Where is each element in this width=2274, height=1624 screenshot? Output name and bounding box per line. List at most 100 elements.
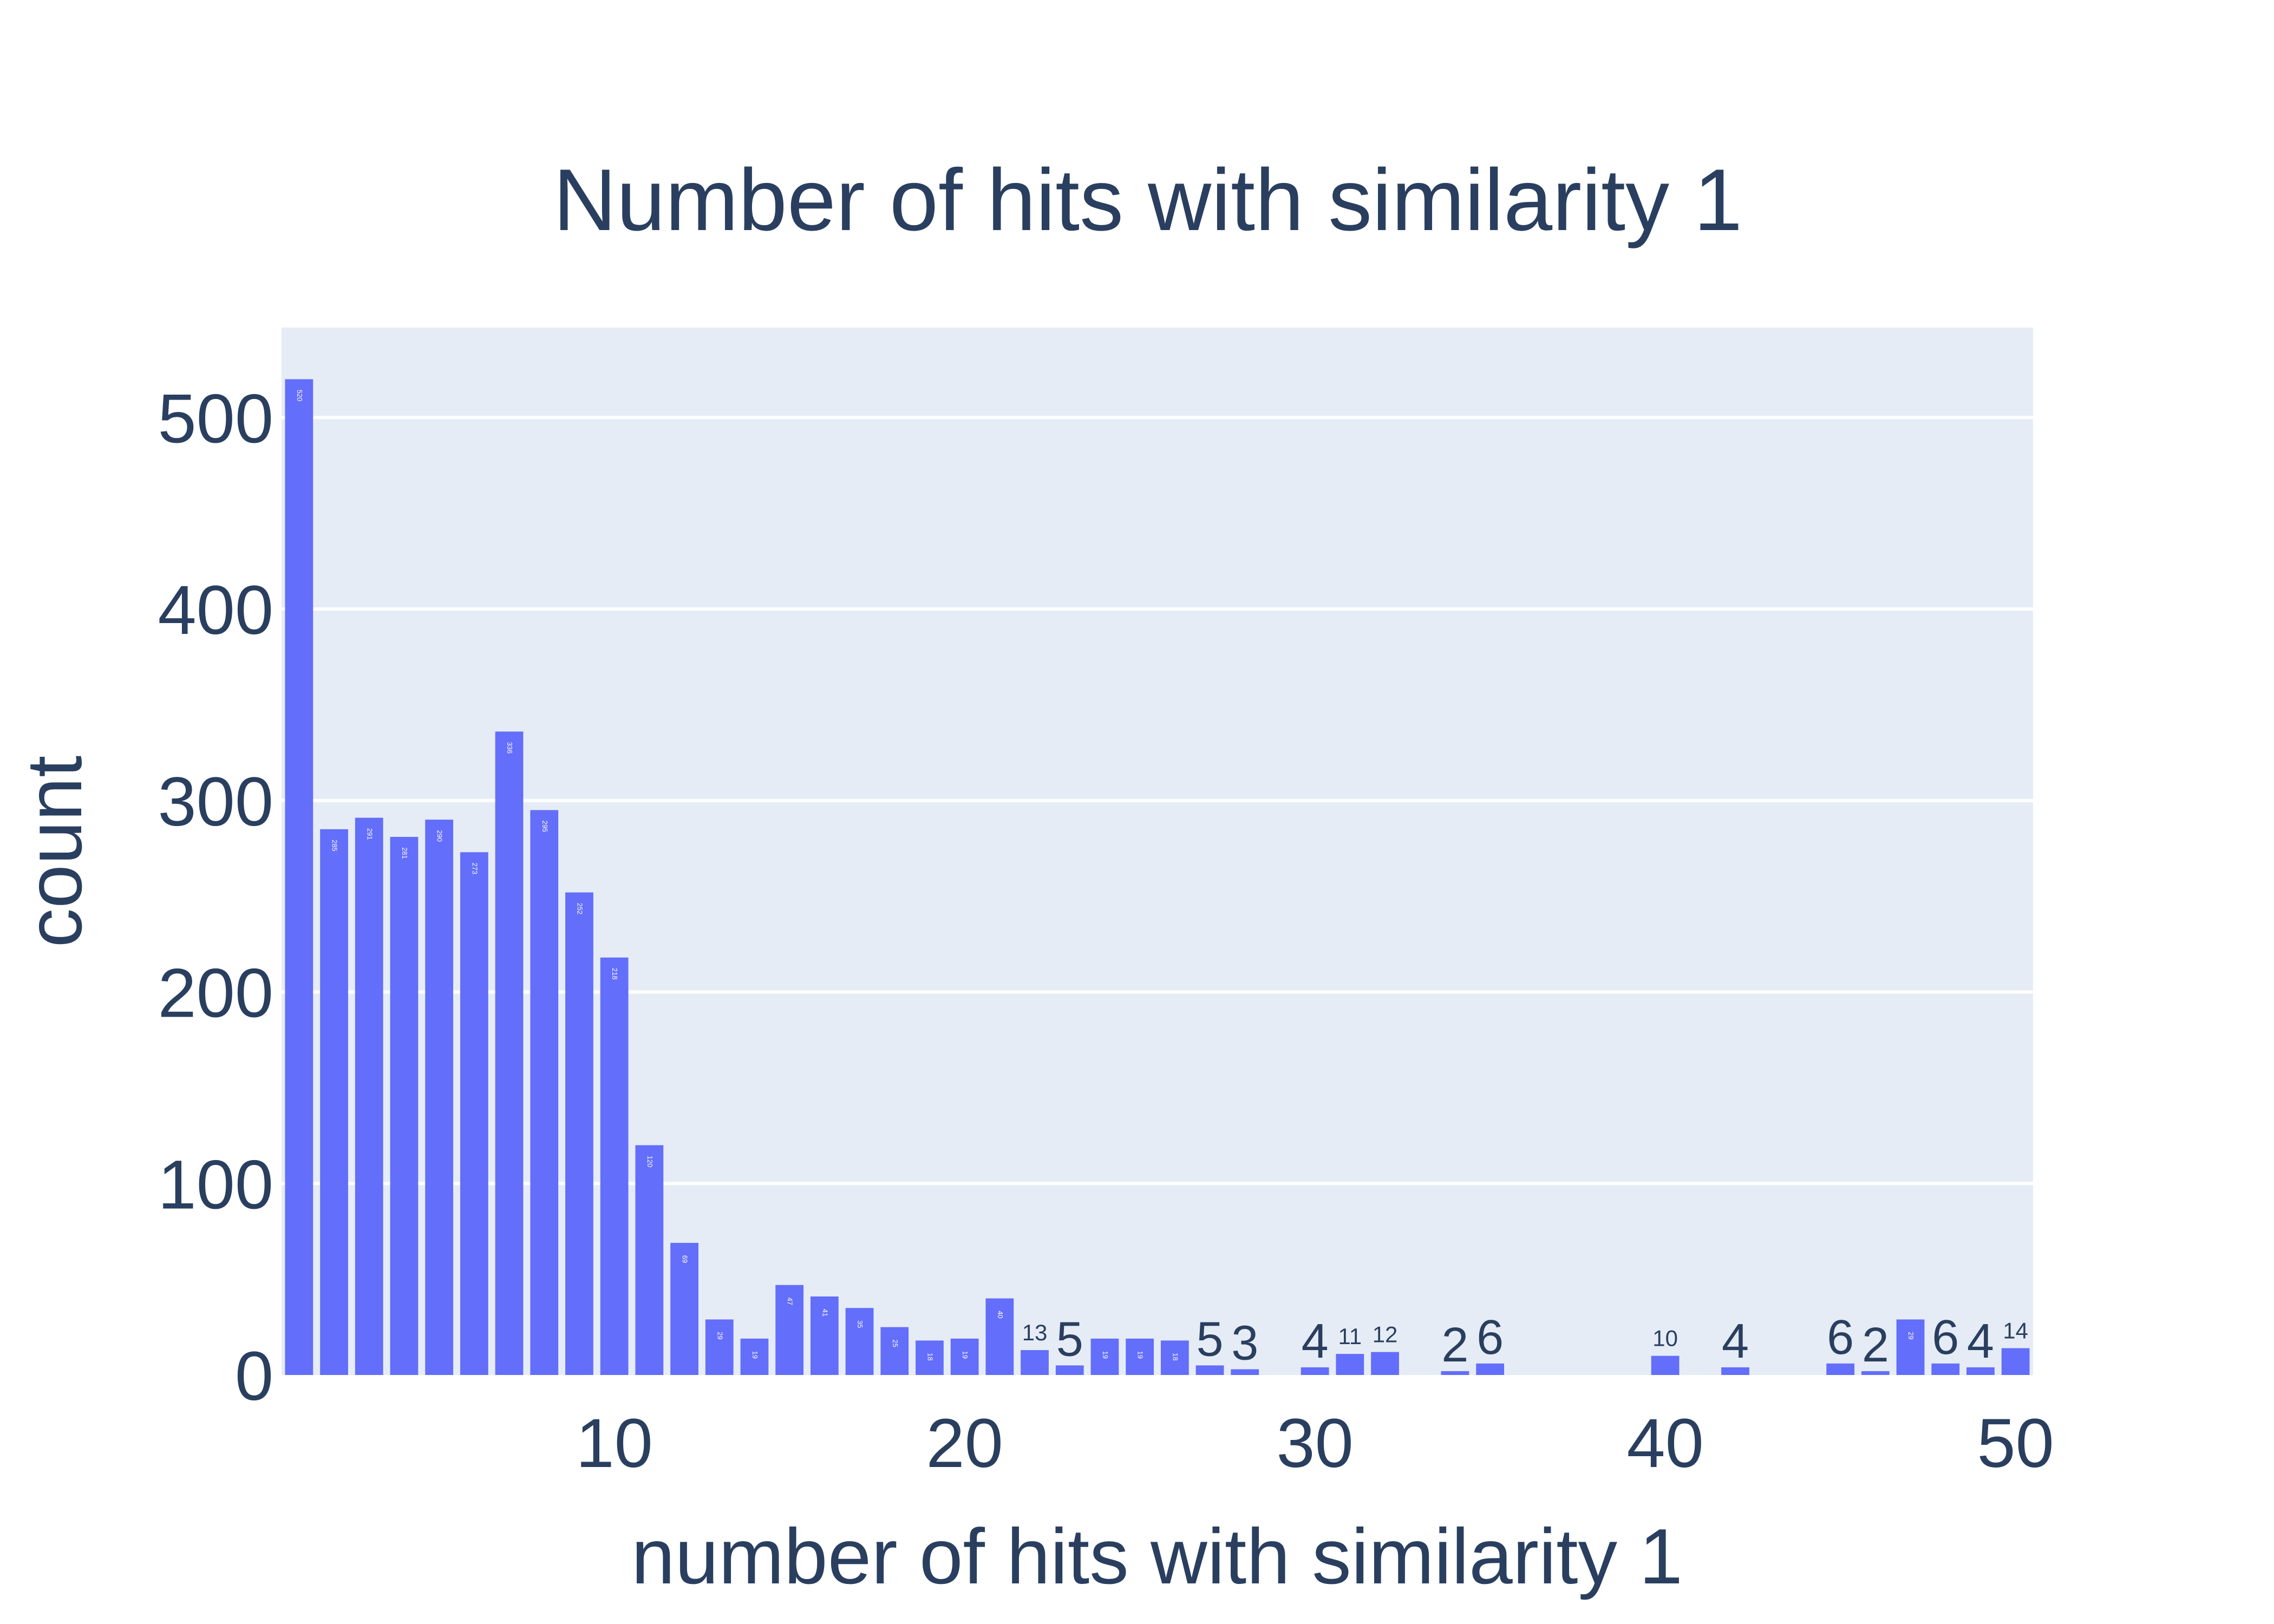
- bar-value-label: 19: [751, 1351, 759, 1359]
- y-tick-label: 100: [158, 1146, 273, 1223]
- bar: [1336, 1354, 1364, 1375]
- chart-title: Number of hits with similarity 1: [553, 151, 1743, 249]
- bar-value-label: 19: [1136, 1351, 1145, 1359]
- bar-value-label: 281: [401, 847, 409, 859]
- bar-value-label: 218: [611, 968, 619, 980]
- bar-value-label: 25: [891, 1339, 899, 1347]
- bar: [2001, 1348, 2030, 1375]
- bar: [1301, 1367, 1329, 1375]
- bar: [1721, 1367, 1749, 1375]
- bar: [705, 1319, 734, 1375]
- y-tick-label: 500: [158, 380, 273, 457]
- bar-value-label: 13: [1022, 1320, 1048, 1345]
- x-tick-label: 40: [1626, 1405, 1703, 1482]
- bar-value-label: 5: [1056, 1312, 1083, 1366]
- bar: [530, 810, 559, 1375]
- bar: [740, 1338, 769, 1375]
- bar-value-label: 11: [1338, 1324, 1362, 1349]
- bar: [916, 1340, 944, 1375]
- bar-value-label: 41: [821, 1309, 829, 1317]
- bar: [1476, 1363, 1505, 1375]
- x-tick-label: 50: [1977, 1405, 2054, 1482]
- bar: [1966, 1367, 1995, 1375]
- bar-value-label: 295: [541, 821, 549, 833]
- bar-value-label: 520: [296, 390, 304, 402]
- bar-value-label: 336: [506, 742, 514, 754]
- y-ticks: 0 100 200 300 400 500: [158, 380, 273, 1415]
- bar-value-label: 291: [365, 828, 374, 840]
- bar: [565, 892, 593, 1375]
- bar-value-label: 6: [1827, 1311, 1854, 1365]
- x-tick-label: 30: [1276, 1405, 1353, 1482]
- x-tick-label: 10: [576, 1405, 652, 1482]
- bar: [1931, 1363, 1960, 1375]
- bar: [810, 1296, 839, 1375]
- bar: [355, 817, 383, 1375]
- bar-value-label: 35: [856, 1320, 864, 1328]
- bar-labels: 5202852912812902733362952522181206929194…: [296, 390, 2028, 1372]
- bar-value-label: 19: [1101, 1351, 1109, 1359]
- bar: [1371, 1352, 1399, 1375]
- bar: [775, 1285, 804, 1375]
- bar: [1090, 1338, 1119, 1375]
- bar-value-label: 40: [996, 1311, 1004, 1318]
- y-axis-title: count: [10, 756, 98, 948]
- bar: [495, 731, 524, 1375]
- bar: [1126, 1338, 1154, 1375]
- bar: [1195, 1365, 1224, 1375]
- bar: [1441, 1371, 1469, 1375]
- bar: [635, 1145, 664, 1375]
- y-tick-label: 300: [158, 763, 273, 841]
- bars: [285, 379, 2030, 1375]
- bar-value-label: 285: [331, 840, 339, 852]
- y-tick-label: 200: [158, 955, 273, 1032]
- bar-value-label: 4: [1722, 1314, 1749, 1368]
- bar-value-label: 12: [1373, 1322, 1398, 1347]
- bar-value-label: 3: [1231, 1316, 1258, 1370]
- bar-value-label: 10: [1652, 1326, 1678, 1351]
- bar: [1896, 1319, 1925, 1375]
- bar: [670, 1242, 698, 1375]
- bar: [985, 1298, 1014, 1375]
- bar-value-label: 2: [1862, 1318, 1889, 1372]
- bar-value-label: 4: [1302, 1314, 1329, 1368]
- bar-value-label: 120: [646, 1156, 654, 1168]
- bar-value-label: 290: [436, 830, 444, 842]
- bar-value-label: 4: [1967, 1314, 1994, 1368]
- y-tick-label: 400: [158, 572, 273, 649]
- bar: [1021, 1350, 1049, 1375]
- bar: [1826, 1363, 1855, 1375]
- bar-value-label: 29: [1907, 1332, 1915, 1339]
- bar: [1055, 1365, 1084, 1375]
- bar: [950, 1338, 979, 1375]
- bar: [460, 852, 488, 1375]
- bar: [425, 820, 454, 1375]
- bar: [320, 829, 348, 1375]
- bar-value-label: 18: [1171, 1353, 1179, 1360]
- bar-value-label: 6: [1476, 1311, 1504, 1365]
- bar-value-label: 6: [1932, 1311, 1959, 1365]
- x-ticks: 10 20 30 40 50: [576, 1405, 2054, 1482]
- x-axis-title: number of hits with similarity 1: [631, 1512, 1683, 1600]
- y-tick-label: 0: [235, 1338, 273, 1415]
- bar: [880, 1327, 909, 1375]
- bar-value-label: 2: [1441, 1318, 1468, 1372]
- bar: [600, 957, 629, 1375]
- bar: [1160, 1340, 1189, 1375]
- bar-value-label: 69: [681, 1255, 689, 1263]
- bar-value-label: 5: [1197, 1312, 1224, 1366]
- bar: [390, 836, 419, 1375]
- bar-value-label: 18: [926, 1353, 935, 1360]
- bar-value-label: 19: [961, 1351, 969, 1359]
- bar: [1861, 1371, 1890, 1375]
- bar-value-label: 252: [576, 903, 584, 915]
- bar: [1651, 1355, 1680, 1375]
- bar-value-label: 29: [716, 1332, 724, 1339]
- bar: [1231, 1369, 1259, 1375]
- bar-value-label: 47: [786, 1298, 794, 1305]
- bar-value-label: 273: [471, 862, 479, 874]
- x-tick-label: 20: [926, 1405, 1003, 1482]
- bar: [285, 379, 313, 1375]
